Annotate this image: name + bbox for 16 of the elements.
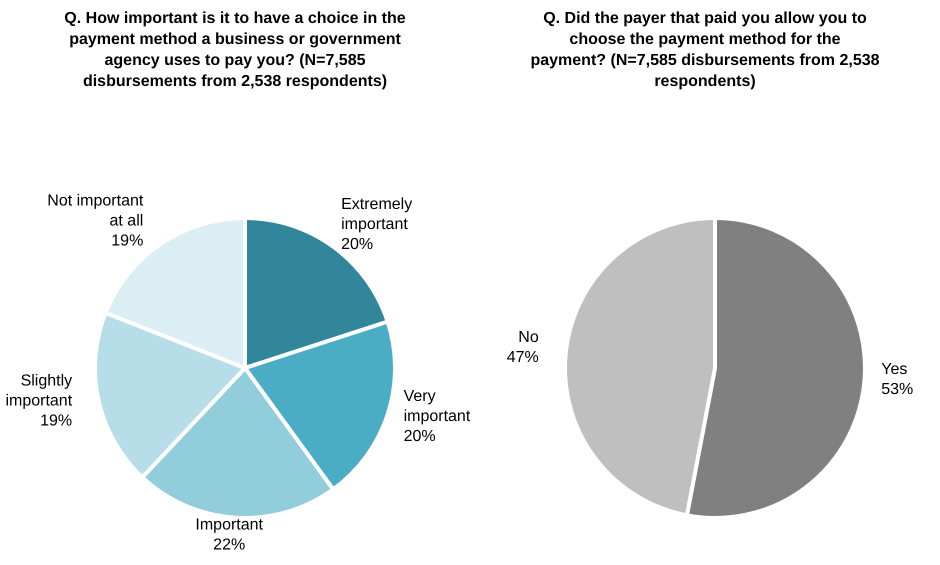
slice-label: Very important xyxy=(404,388,471,425)
slice-label: Yes xyxy=(881,360,908,378)
chart-title: Q. Did the payer that paid you allow you to choose the payment method for the payment? (N=7,585 disbursements from 2,538 respondents) xyxy=(529,9,881,92)
data-label: 22% xyxy=(213,536,246,554)
slice-label: No xyxy=(518,328,539,346)
slice-label: Important xyxy=(195,516,264,534)
data-label: 47% xyxy=(506,348,539,366)
data-label: 19% xyxy=(40,412,72,430)
chart-title: Q. How important is it to have a choice in the payment method a business or government agency uses to pay you? (N=7,585 disbursements from 2,538 respondents) xyxy=(63,9,407,92)
data-label: 20% xyxy=(404,428,436,445)
slice-label: Not important at all xyxy=(47,192,144,230)
data-label: 20% xyxy=(341,235,374,252)
data-label: 53% xyxy=(881,380,914,398)
slice-label: Extremely important xyxy=(341,195,412,232)
slice-label: Slightly important xyxy=(5,372,73,410)
data-label: 19% xyxy=(111,232,144,250)
